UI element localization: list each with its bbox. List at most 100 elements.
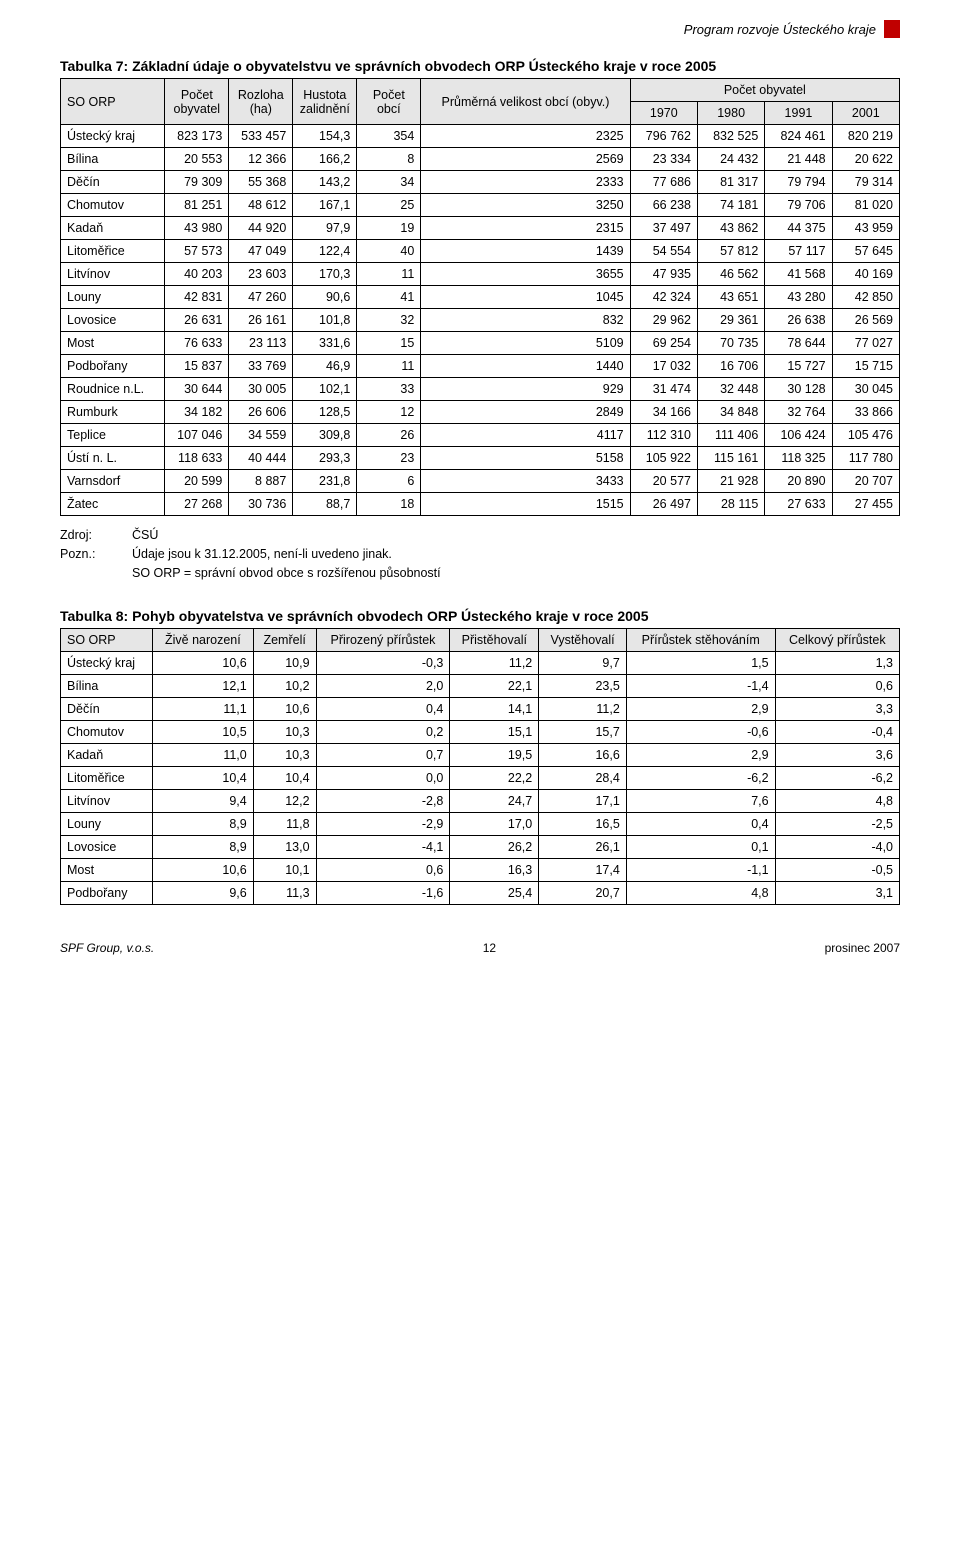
row-name: Děčín — [61, 171, 165, 194]
cell: 832 — [421, 309, 630, 332]
row-name: Ústí n. L. — [61, 447, 165, 470]
table-row: Ústí n. L.118 63340 444293,3235158105 92… — [61, 447, 900, 470]
table-row: Děčín11,110,60,414,111,22,93,3 — [61, 698, 900, 721]
cell: 47 935 — [630, 263, 697, 286]
cell: 34 — [357, 171, 421, 194]
table-row: Žatec27 26830 73688,718151526 49728 1152… — [61, 493, 900, 516]
cell: 26 497 — [630, 493, 697, 516]
table-row: Lovosice8,913,0-4,126,226,10,1-4,0 — [61, 836, 900, 859]
row-name: Podbořany — [61, 355, 165, 378]
table-row: Varnsdorf20 5998 887231,86343320 57721 9… — [61, 470, 900, 493]
cell: 24 432 — [697, 148, 764, 171]
cell: 34 182 — [165, 401, 229, 424]
cell: 5158 — [421, 447, 630, 470]
table-row: Podbořany15 83733 76946,911144017 03216 … — [61, 355, 900, 378]
cell: 16 706 — [697, 355, 764, 378]
cell: 170,3 — [293, 263, 357, 286]
cell: 533 457 — [229, 125, 293, 148]
table8: SO ORP Živě narození Zemřelí Přirozený p… — [60, 628, 900, 905]
cell: 7,6 — [626, 790, 775, 813]
cell: 107 046 — [165, 424, 229, 447]
table-row: Most10,610,10,616,317,4-1,1-0,5 — [61, 859, 900, 882]
cell: 29 962 — [630, 309, 697, 332]
row-name: Litoměřice — [61, 767, 153, 790]
cell: 3,3 — [775, 698, 899, 721]
cell: 43 280 — [765, 286, 832, 309]
cell: 26,2 — [450, 836, 539, 859]
cell: -1,4 — [626, 675, 775, 698]
row-name: Louny — [61, 813, 153, 836]
cell: 11,0 — [153, 744, 254, 767]
cell: 20 707 — [832, 470, 899, 493]
row-name: Bílina — [61, 148, 165, 171]
row-name: Teplice — [61, 424, 165, 447]
table-row: Litoměřice10,410,40,022,228,4-6,2-6,2 — [61, 767, 900, 790]
t8-col-prirozeny: Přirozený přírůstek — [316, 629, 450, 652]
cell: -2,5 — [775, 813, 899, 836]
cell: 11,2 — [450, 652, 539, 675]
cell: 167,1 — [293, 194, 357, 217]
cell: 4,8 — [775, 790, 899, 813]
cell: 4,8 — [626, 882, 775, 905]
cell: 26 161 — [229, 309, 293, 332]
cell: 17,1 — [539, 790, 627, 813]
cell: 122,4 — [293, 240, 357, 263]
cell: 2333 — [421, 171, 630, 194]
cell: 43 959 — [832, 217, 899, 240]
cell: 10,3 — [253, 744, 316, 767]
table-row: Kadaň43 98044 92097,919231537 49743 8624… — [61, 217, 900, 240]
cell: 3,6 — [775, 744, 899, 767]
zdroj-value: ČSÚ — [132, 526, 158, 545]
cell: 19,5 — [450, 744, 539, 767]
col-pocet-obyvatel: Počet obyvatel — [165, 79, 229, 125]
row-name: Rumburk — [61, 401, 165, 424]
cell: 20 622 — [832, 148, 899, 171]
cell: 118 633 — [165, 447, 229, 470]
row-name: Kadaň — [61, 744, 153, 767]
pozn-label: Pozn.: — [60, 545, 108, 583]
row-name: Litoměřice — [61, 240, 165, 263]
cell: 823 173 — [165, 125, 229, 148]
col-1980: 1980 — [697, 102, 764, 125]
cell: 2,9 — [626, 744, 775, 767]
col-2001: 2001 — [832, 102, 899, 125]
row-name: Lovosice — [61, 836, 153, 859]
table-row: Podbořany9,611,3-1,625,420,74,83,1 — [61, 882, 900, 905]
cell: 11 — [357, 355, 421, 378]
cell: 10,9 — [253, 652, 316, 675]
row-name: Litvínov — [61, 790, 153, 813]
table8-body: Ústecký kraj10,610,9-0,311,29,71,51,3Bíl… — [61, 652, 900, 905]
row-name: Roudnice n.L. — [61, 378, 165, 401]
cell: 26 569 — [832, 309, 899, 332]
cell: 46 562 — [697, 263, 764, 286]
cell: 15 727 — [765, 355, 832, 378]
cell: 54 554 — [630, 240, 697, 263]
table-row: Bílina20 55312 366166,28256923 33424 432… — [61, 148, 900, 171]
cell: -4,1 — [316, 836, 450, 859]
cell: 832 525 — [697, 125, 764, 148]
cell: 3433 — [421, 470, 630, 493]
cell: -0,5 — [775, 859, 899, 882]
cell: 102,1 — [293, 378, 357, 401]
cell: 5109 — [421, 332, 630, 355]
cell: 17 032 — [630, 355, 697, 378]
cell: -0,4 — [775, 721, 899, 744]
cell: 29 361 — [697, 309, 764, 332]
cell: 331,6 — [293, 332, 357, 355]
cell: 79 706 — [765, 194, 832, 217]
cell: 44 375 — [765, 217, 832, 240]
cell: 33 769 — [229, 355, 293, 378]
cell: 30 005 — [229, 378, 293, 401]
cell: 76 633 — [165, 332, 229, 355]
row-name: Bílina — [61, 675, 153, 698]
cell: 8,9 — [153, 813, 254, 836]
table8-header: SO ORP Živě narození Zemřelí Přirozený p… — [61, 629, 900, 652]
cell: 25,4 — [450, 882, 539, 905]
cell: 81 317 — [697, 171, 764, 194]
t8-col-celkovy: Celkový přírůstek — [775, 629, 899, 652]
cell: 12,1 — [153, 675, 254, 698]
cell: 40 203 — [165, 263, 229, 286]
cell: 2,0 — [316, 675, 450, 698]
cell: 9,6 — [153, 882, 254, 905]
cell: 117 780 — [832, 447, 899, 470]
